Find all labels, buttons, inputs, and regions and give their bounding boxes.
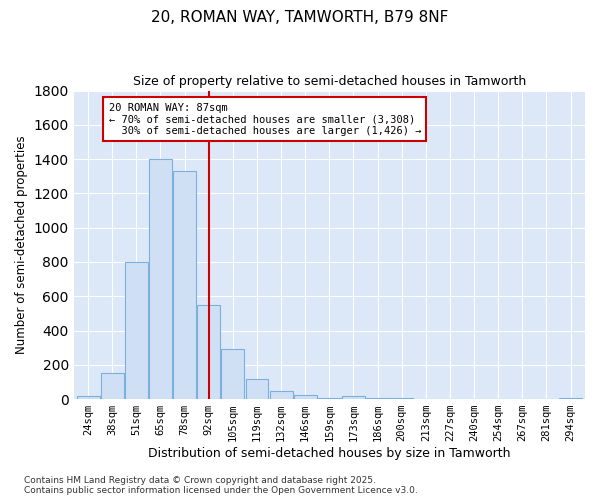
Bar — [173, 171, 196, 399]
Bar — [318, 398, 341, 399]
Bar — [149, 159, 172, 399]
Text: 20, ROMAN WAY, TAMWORTH, B79 8NF: 20, ROMAN WAY, TAMWORTH, B79 8NF — [151, 10, 449, 25]
Bar — [245, 378, 268, 399]
Bar — [559, 398, 582, 399]
Bar — [294, 395, 317, 399]
Bar — [125, 262, 148, 399]
Title: Size of property relative to semi-detached houses in Tamworth: Size of property relative to semi-detach… — [133, 75, 526, 88]
Text: 20 ROMAN WAY: 87sqm
← 70% of semi-detached houses are smaller (3,308)
  30% of s: 20 ROMAN WAY: 87sqm ← 70% of semi-detach… — [109, 102, 421, 136]
Bar — [269, 390, 293, 399]
Text: Contains HM Land Registry data © Crown copyright and database right 2025.
Contai: Contains HM Land Registry data © Crown c… — [24, 476, 418, 495]
Bar — [197, 305, 220, 399]
Y-axis label: Number of semi-detached properties: Number of semi-detached properties — [15, 136, 28, 354]
Bar — [342, 396, 365, 399]
Bar — [221, 350, 244, 399]
Bar — [390, 398, 413, 399]
Bar — [77, 396, 100, 399]
Bar — [366, 398, 389, 399]
X-axis label: Distribution of semi-detached houses by size in Tamworth: Distribution of semi-detached houses by … — [148, 447, 511, 460]
Bar — [101, 374, 124, 399]
